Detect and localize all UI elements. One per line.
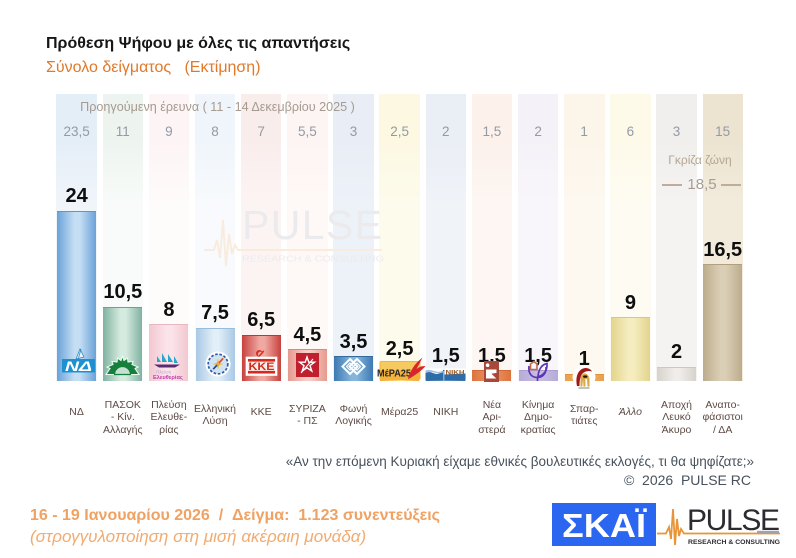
svg-text:ΣΚΑΪ: ΣΚΑΪ (562, 507, 647, 544)
svg-text:PULSE: PULSE (242, 202, 382, 248)
svg-text:ΝΔ: ΝΔ (65, 358, 92, 374)
svg-text:KKE: KKE (249, 361, 275, 373)
svg-text:RESEARCH & CONSULTING: RESEARCH & CONSULTING (688, 539, 780, 546)
svg-text:Ελευθερίας: Ελευθερίας (153, 375, 183, 380)
svg-text:Πλεύση: Πλεύση (156, 369, 172, 375)
svg-text:ΜέΡΑ25: ΜέΡΑ25 (377, 369, 411, 380)
svg-text:PULSE: PULSE (687, 504, 780, 537)
svg-text:RESEARCH & CONSULTING: RESEARCH & CONSULTING (242, 254, 384, 264)
svg-text:ΝΙΚΗ: ΝΙΚΗ (446, 369, 465, 376)
